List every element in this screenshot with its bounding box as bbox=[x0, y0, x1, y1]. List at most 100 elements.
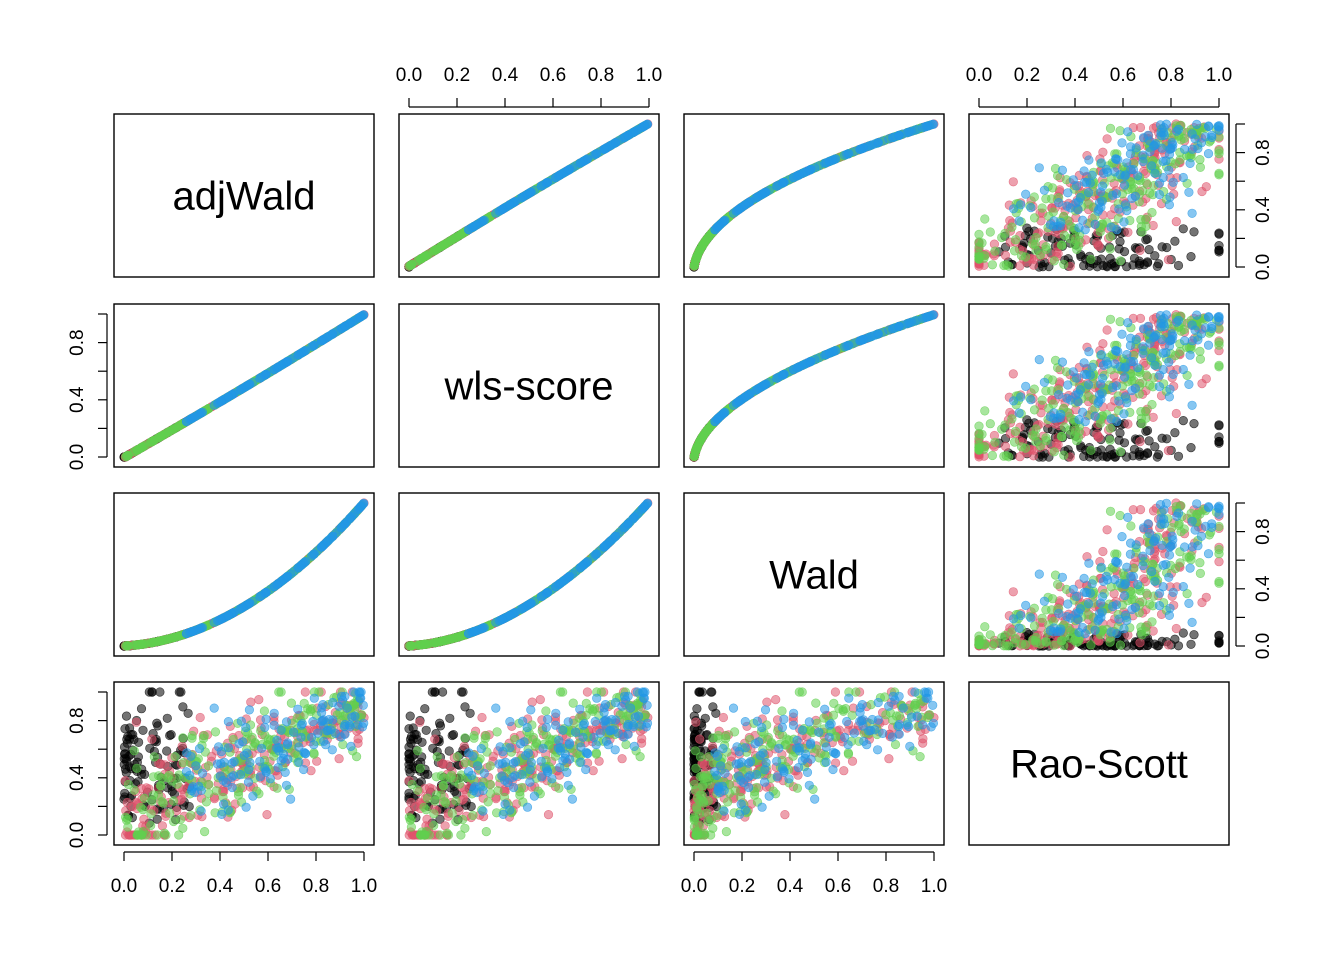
data-point bbox=[1142, 258, 1153, 268]
data-point bbox=[1049, 447, 1059, 457]
data-point bbox=[902, 128, 912, 138]
data-point bbox=[842, 149, 852, 159]
data-point bbox=[623, 130, 633, 141]
data-point bbox=[1133, 363, 1143, 373]
data-point bbox=[873, 138, 883, 148]
data-point bbox=[1142, 449, 1153, 459]
data-point bbox=[1115, 126, 1125, 136]
data-point bbox=[163, 427, 173, 438]
data-point bbox=[1111, 189, 1122, 199]
data-point bbox=[1106, 414, 1116, 424]
data-point bbox=[1084, 155, 1094, 165]
data-point bbox=[404, 261, 414, 271]
data-point bbox=[1141, 221, 1151, 231]
data-point bbox=[1187, 400, 1197, 410]
data-point bbox=[564, 164, 575, 174]
panel-Wald-vs-wls-score bbox=[404, 498, 653, 651]
data-point bbox=[1063, 380, 1073, 390]
data-point bbox=[1111, 154, 1121, 164]
data-point bbox=[1080, 225, 1090, 235]
data-point bbox=[576, 158, 586, 168]
data-point bbox=[1086, 254, 1096, 264]
data-point bbox=[283, 571, 293, 581]
data-point bbox=[1123, 318, 1133, 328]
data-point bbox=[1163, 255, 1173, 265]
data-point bbox=[1156, 322, 1166, 332]
data-point bbox=[1014, 408, 1024, 418]
data-point bbox=[1171, 217, 1181, 227]
data-point bbox=[1039, 377, 1049, 387]
data-point bbox=[1214, 146, 1224, 156]
data-point bbox=[1048, 207, 1058, 217]
data-point bbox=[188, 413, 198, 423]
data-point bbox=[154, 433, 164, 443]
data-point bbox=[1127, 385, 1137, 396]
data-point bbox=[1029, 384, 1039, 394]
data-point bbox=[1152, 261, 1162, 272]
data-point bbox=[1102, 325, 1112, 335]
data-point bbox=[1170, 236, 1180, 246]
data-point bbox=[772, 373, 782, 383]
data-point bbox=[1196, 329, 1206, 339]
data-point bbox=[1154, 178, 1165, 188]
data-point bbox=[1016, 442, 1027, 452]
data-point bbox=[1004, 452, 1014, 462]
data-point bbox=[1214, 337, 1224, 348]
data-point bbox=[1094, 396, 1104, 407]
data-point bbox=[1115, 428, 1125, 438]
data-point bbox=[1073, 433, 1083, 443]
data-point bbox=[974, 251, 984, 262]
data-point bbox=[1021, 381, 1031, 392]
data-point bbox=[1097, 181, 1108, 191]
data-point bbox=[1106, 222, 1116, 232]
data-point bbox=[1034, 163, 1044, 173]
data-point bbox=[1062, 393, 1072, 403]
data-point bbox=[987, 260, 998, 270]
data-point bbox=[1184, 379, 1194, 390]
data-point bbox=[1117, 138, 1127, 148]
data-point bbox=[821, 158, 831, 168]
data-point bbox=[137, 443, 147, 453]
data-point bbox=[1214, 228, 1224, 238]
data-point bbox=[1034, 355, 1044, 365]
data-point bbox=[1175, 346, 1185, 357]
data-point bbox=[1059, 450, 1069, 460]
data-point bbox=[1105, 244, 1115, 254]
data-point bbox=[340, 322, 350, 332]
data-point bbox=[1185, 350, 1195, 360]
data-point bbox=[990, 246, 1000, 256]
data-point bbox=[1083, 380, 1094, 390]
data-point bbox=[294, 350, 304, 360]
data-point bbox=[1117, 329, 1127, 339]
data-point bbox=[1159, 122, 1169, 133]
data-point bbox=[590, 149, 600, 159]
data-point bbox=[728, 400, 739, 410]
data-point bbox=[445, 236, 455, 246]
data-point bbox=[1085, 370, 1095, 380]
data-point bbox=[1037, 203, 1047, 213]
data-point bbox=[188, 626, 198, 636]
data-point bbox=[353, 505, 363, 515]
data-point bbox=[1083, 188, 1094, 198]
data-point bbox=[610, 138, 621, 148]
data-point bbox=[1119, 217, 1129, 227]
data-point bbox=[1159, 313, 1169, 324]
data-point bbox=[196, 408, 206, 418]
data-point bbox=[1165, 192, 1175, 202]
data-point bbox=[714, 221, 724, 231]
data-point bbox=[1079, 358, 1089, 368]
data-point bbox=[1178, 416, 1188, 426]
data-point bbox=[1123, 227, 1133, 237]
data-point bbox=[1162, 434, 1172, 444]
data-point bbox=[831, 154, 841, 164]
data-point bbox=[1147, 399, 1157, 410]
data-point bbox=[1150, 251, 1160, 261]
panel-Wald-vs-adjWald bbox=[119, 498, 369, 651]
data-point bbox=[1071, 373, 1082, 383]
data-point bbox=[1041, 194, 1051, 204]
data-point bbox=[1007, 222, 1017, 232]
data-point bbox=[1111, 345, 1121, 356]
data-point bbox=[1164, 165, 1174, 175]
data-point bbox=[1016, 392, 1026, 402]
data-point bbox=[1016, 251, 1027, 261]
